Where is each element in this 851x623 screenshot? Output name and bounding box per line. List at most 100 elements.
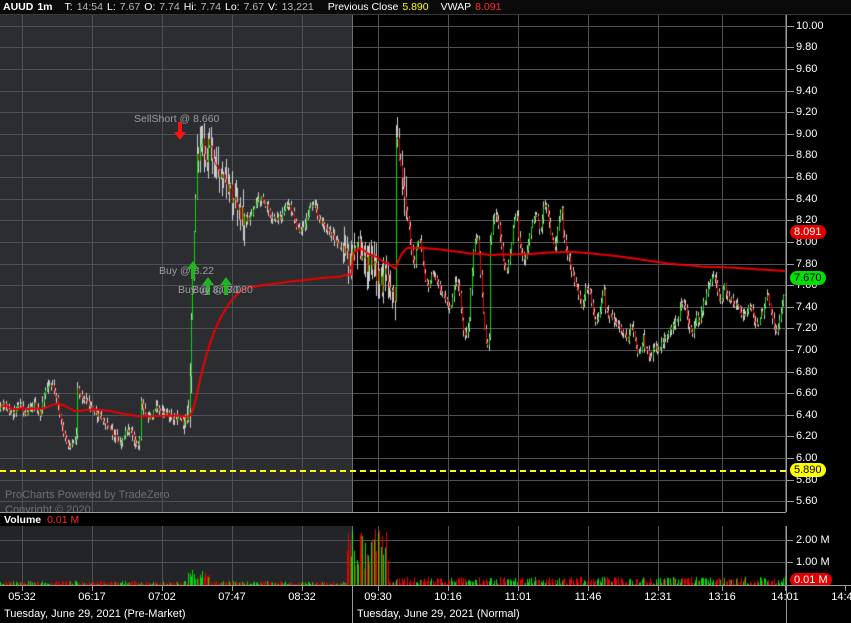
premarket-session-label: Tuesday, June 29, 2021 (Pre-Market)	[4, 608, 186, 620]
header-field-value-t: 14:54	[76, 1, 103, 13]
time-axis-tick	[232, 586, 233, 591]
price-axis-tick	[787, 263, 794, 265]
price-axis-label: 7.20	[796, 322, 818, 335]
volume-chart-plot[interactable]	[0, 526, 786, 585]
price-axis-tick	[787, 155, 794, 157]
price-axis-label: 7.80	[796, 257, 818, 270]
buy-annotation-3: Buy @ 8.080	[192, 284, 253, 296]
time-axis-label: 14:46	[831, 591, 851, 603]
time-axis-tick	[518, 586, 519, 591]
time-axis-label: 07:47	[218, 591, 246, 603]
price-axis-tick	[787, 328, 794, 330]
price-axis-label: 6.60	[796, 387, 818, 400]
header-prev-close-label: Previous Close	[327, 1, 399, 13]
price-axis-label: 6.80	[796, 365, 818, 378]
time-axis-tick	[588, 586, 589, 591]
time-axis[interactable]: Tuesday, June 29, 2021 (Pre-Market) Tues…	[0, 585, 851, 623]
price-axis-label: 6.00	[796, 451, 818, 464]
price-axis-tick	[787, 414, 794, 416]
volume-title: Volume	[4, 513, 42, 526]
price-axis-tick	[787, 349, 794, 351]
volume-bar-series	[0, 526, 786, 585]
header-field-label-hi: Hi:	[183, 1, 197, 13]
price-axis-tick	[787, 436, 794, 438]
price-axis-label: 9.80	[796, 41, 818, 54]
header-field-label-v: V:	[268, 1, 278, 13]
header-symbol[interactable]: AUUD	[3, 1, 34, 13]
price-axis-tick	[787, 501, 794, 503]
price-axis-label: 9.20	[796, 106, 818, 119]
axis-right-divider	[786, 586, 787, 623]
previous-close-line	[0, 469, 786, 472]
time-axis-tick	[378, 586, 379, 591]
price-axis-tick	[787, 285, 794, 287]
price-chart-plot[interactable]: ProCharts Powered by TradeZero Copyright…	[0, 15, 786, 512]
buy-arrow-head-icon	[187, 261, 199, 269]
time-axis-label: 10:16	[434, 591, 462, 603]
header-prev-close-value: 5.890	[402, 1, 429, 13]
header-interval[interactable]: 1m	[37, 1, 53, 13]
time-axis-tick	[302, 586, 303, 591]
volume-axis-tick	[787, 562, 793, 564]
buy-annotation-1: Buy @ 8.22	[159, 265, 215, 277]
chart-header-bar: AUUD 1m T: 14:54 L: 7.67 O: 7.74 Hi: 7.7…	[0, 0, 851, 15]
normal-session-label: Tuesday, June 29, 2021 (Normal)	[357, 608, 520, 620]
price-axis-label: 8.20	[796, 214, 818, 227]
header-field-value-l: 7.67	[119, 1, 141, 13]
price-axis-tick	[787, 457, 794, 459]
header-vwap-label: VWAP	[440, 1, 472, 13]
price-axis-tick	[787, 198, 794, 200]
buy-arrow-icon	[206, 285, 210, 295]
price-axis-tick	[787, 393, 794, 395]
time-axis-label: 06:17	[78, 591, 106, 603]
price-axis-tick	[787, 220, 794, 222]
header-field-value-lo: 7.67	[243, 1, 265, 13]
candlestick-series	[0, 15, 786, 512]
buy-arrow-icon	[224, 285, 228, 295]
price-axis-tick	[787, 25, 794, 27]
price-axis-tick	[787, 177, 794, 179]
price-axis-label: 7.00	[796, 343, 818, 356]
time-axis-tick	[785, 586, 786, 591]
price-axis-label: 9.40	[796, 84, 818, 97]
time-axis-label: 12:31	[644, 591, 672, 603]
volume-panel-header: Volume 0.01 M	[0, 512, 786, 526]
volume-value: 0.01 M	[47, 513, 80, 526]
price-axis-label: 9.60	[796, 63, 818, 76]
header-field-value-o: 7.74	[159, 1, 180, 13]
time-axis-label: 11:01	[504, 591, 532, 603]
buy-arrow-head-icon	[202, 277, 214, 285]
header-field-label-t: T:	[64, 1, 73, 13]
time-axis-label: 11:46	[574, 591, 602, 603]
price-axis-tick	[787, 133, 794, 135]
price-axis-label: 9.00	[796, 127, 818, 140]
time-axis-tick	[448, 586, 449, 591]
time-axis-tick	[845, 586, 846, 591]
price-axis-tick	[787, 47, 794, 49]
time-axis-label: 13:16	[708, 591, 736, 603]
time-axis-label: 14:01	[771, 591, 799, 603]
header-field-label-lo: Lo:	[225, 1, 240, 13]
price-axis-tick	[787, 90, 794, 92]
price-axis-label: 5.60	[796, 495, 818, 508]
price-axis-label: 10.00	[796, 19, 824, 32]
volume-axis[interactable]: 2.00 M 1.00 M 0.01 M	[786, 526, 851, 587]
header-field-label-l: L:	[106, 1, 116, 13]
time-axis-tick	[658, 586, 659, 591]
price-axis-label: 8.40	[796, 192, 818, 205]
time-axis-label: 09:30	[364, 591, 392, 603]
time-axis-tick	[722, 586, 723, 591]
sellshort-annotation: SellShort @ 8.660	[134, 113, 220, 125]
last-price-tag: 7.670	[790, 270, 826, 285]
price-axis-label: 6.20	[796, 430, 818, 443]
time-axis-tick	[22, 586, 23, 591]
session-divider	[352, 586, 353, 623]
prev-close-price-tag: 5.890	[790, 462, 826, 477]
price-axis-label: 7.40	[796, 300, 818, 313]
price-axis-tick	[787, 371, 794, 373]
time-axis-label: 07:02	[148, 591, 176, 603]
volume-current-tag: 0.01 M	[790, 573, 832, 587]
time-axis-tick	[92, 586, 93, 591]
price-axis[interactable]: 10.00 9.80 9.60 9.40 9.20 9.00 8.80 8.60 8.40 8.2…	[786, 15, 851, 512]
